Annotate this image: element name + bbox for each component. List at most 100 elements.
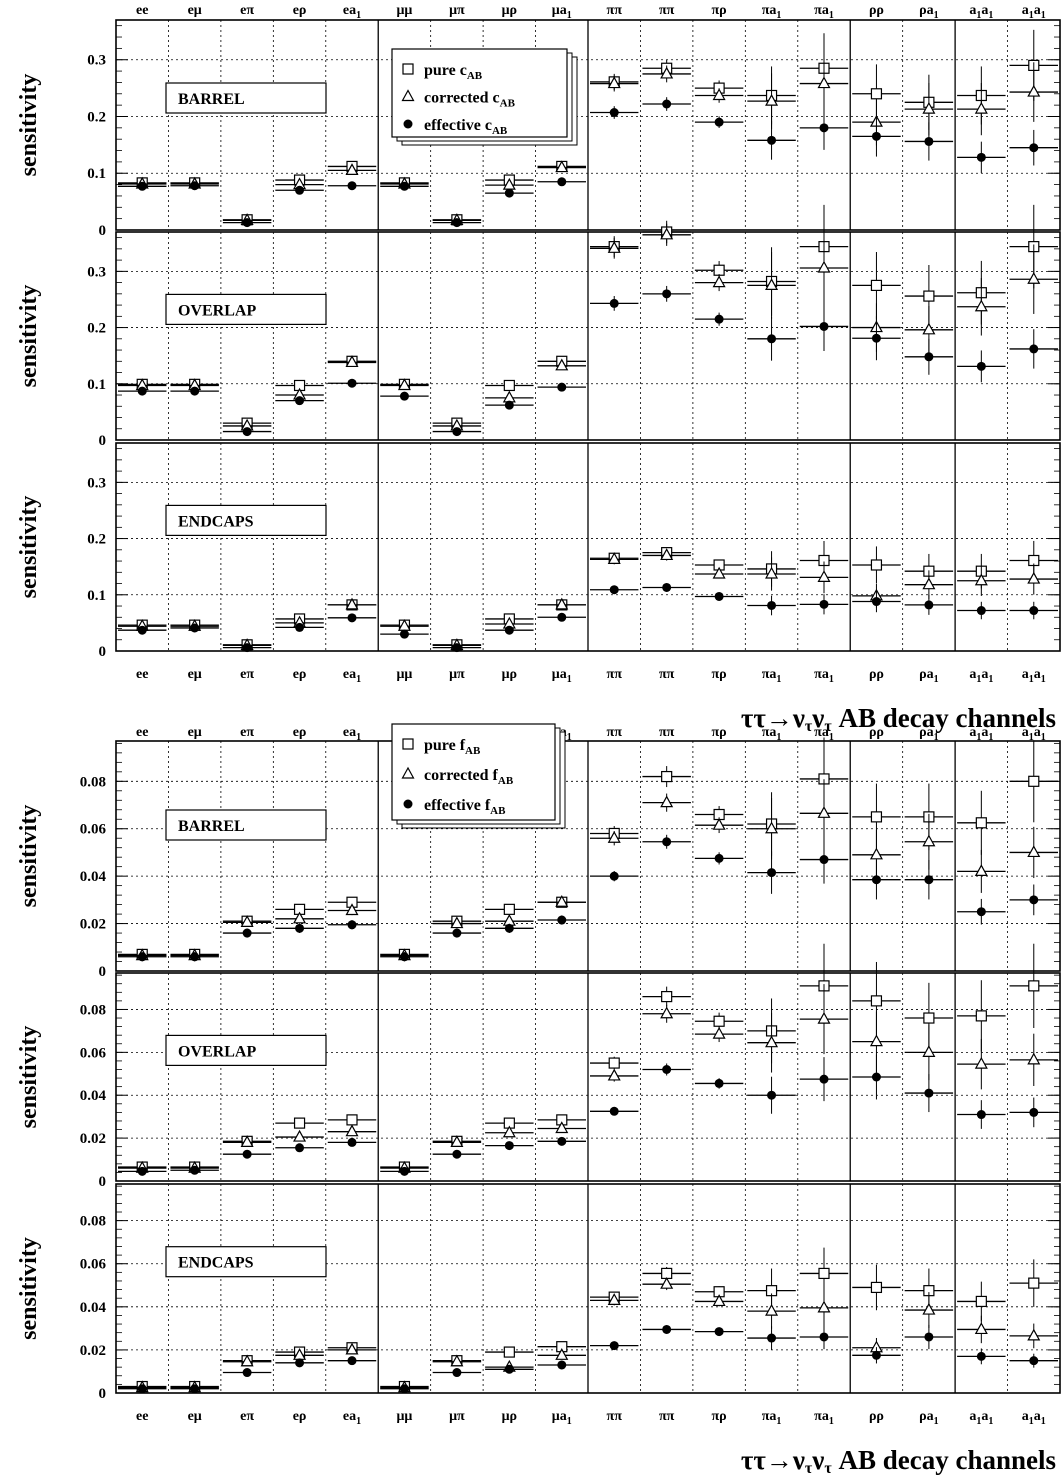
category-label: πa1: [814, 3, 834, 21]
category-label: πa1: [762, 1409, 782, 1427]
point-corrected: [607, 1068, 621, 1081]
panel-frame: [115, 740, 1061, 972]
category-label: eπ: [240, 725, 254, 740]
category-label: πa1: [762, 3, 782, 21]
legend-circle-icon: [403, 799, 413, 809]
point-corrected: [450, 916, 464, 929]
point-pure: [870, 995, 883, 1007]
point-pure: [661, 770, 673, 783]
legend-square-icon: [402, 63, 414, 75]
category-label: eπ: [240, 1409, 254, 1424]
point-corrected: [345, 1342, 359, 1355]
category-label: πρ: [712, 1409, 727, 1424]
point-corrected: [1027, 271, 1041, 284]
point-effective: [976, 1110, 986, 1120]
point-pure: [818, 1267, 830, 1280]
y-tick-label: 0.3: [87, 53, 106, 69]
category-label: ea1: [343, 1409, 361, 1427]
point-corrected: [345, 355, 359, 368]
category-label: ππ: [659, 667, 675, 682]
category-label: μμ: [397, 1409, 413, 1424]
point-effective: [347, 378, 357, 388]
y-tick-label: 0.2: [87, 109, 106, 125]
point-effective: [295, 1358, 305, 1368]
point-effective: [504, 400, 514, 410]
point-corrected: [1027, 84, 1041, 97]
point-effective: [452, 643, 462, 653]
point-pure: [1028, 1277, 1040, 1289]
point-effective: [871, 333, 881, 343]
point-effective: [557, 915, 567, 925]
point-pure: [713, 1015, 725, 1027]
y-tick-label: 0: [99, 1174, 107, 1190]
point-corrected: [450, 1354, 464, 1367]
y-tick-label: 0.3: [87, 264, 106, 280]
figure-2: ee eμ eπ eρ ea1 μμ μπ μρ μa1 ππ ππ πρ πa1 πa1 ρρ ρa1 a1a…: [16, 723, 1061, 1477]
point-effective: [662, 582, 672, 592]
point-effective: [662, 1324, 672, 1334]
y-tick-label: 0.04: [80, 1300, 107, 1316]
point-corrected: [974, 101, 988, 114]
region-label: OVERLAP: [178, 1043, 256, 1060]
point-corrected: [1027, 571, 1041, 584]
category-label: ρρ: [869, 725, 884, 740]
point-effective: [662, 1064, 672, 1074]
y-tick-label: 0.06: [80, 822, 107, 838]
point-effective: [190, 181, 200, 191]
point-corrected: [817, 1011, 831, 1024]
x-axis-label: ττ→ντντ AB decay channels: [741, 703, 1056, 735]
point-effective: [609, 108, 619, 118]
category-label: πρ: [712, 3, 727, 18]
point-effective: [767, 868, 777, 878]
category-label: a1a1: [969, 3, 993, 21]
point-corrected: [765, 1035, 779, 1048]
point-corrected: [555, 597, 569, 610]
y-tick-label: 0.3: [87, 475, 106, 491]
point-pure: [713, 264, 725, 276]
y-tick-label: 0.02: [80, 917, 106, 933]
point-corrected: [869, 847, 883, 860]
category-label: μμ: [397, 667, 413, 682]
point-effective: [871, 1072, 881, 1082]
y-tick-label: 0.02: [80, 1343, 106, 1359]
point-corrected: [974, 1056, 988, 1069]
point-effective: [399, 629, 409, 639]
point-corrected: [345, 597, 359, 610]
point-corrected: [922, 1302, 936, 1315]
point-effective: [609, 871, 619, 881]
point-effective: [452, 218, 462, 228]
point-effective: [871, 597, 881, 607]
point-effective: [242, 427, 252, 437]
category-label: ππ: [659, 1409, 675, 1424]
category-label: ee: [136, 3, 148, 18]
point-effective: [557, 382, 567, 392]
point-effective: [399, 952, 409, 962]
category-label: a1a1: [1022, 3, 1046, 21]
category-label: eρ: [293, 725, 307, 740]
point-effective: [924, 875, 934, 885]
point-corrected: [817, 570, 831, 582]
point-pure: [870, 559, 883, 571]
panel-frame: [115, 19, 1061, 231]
point-effective: [1029, 1107, 1039, 1117]
category-label: ππ: [607, 667, 623, 682]
point-corrected: [765, 278, 779, 291]
point-effective: [819, 599, 829, 609]
category-label: ea1: [343, 3, 361, 21]
point-effective: [767, 1333, 777, 1343]
point-effective: [1029, 895, 1039, 905]
region-label: ENDCAPS: [178, 1255, 254, 1272]
y-tick-label: 0.02: [80, 1131, 106, 1147]
category-label: πρ: [712, 725, 727, 740]
point-effective: [714, 853, 724, 863]
point-effective: [295, 923, 305, 933]
point-corrected: [293, 1129, 307, 1142]
legend-triangle-icon: [401, 766, 415, 779]
point-effective: [190, 386, 200, 396]
y-axis-label: sensitivity: [16, 805, 42, 908]
point-effective: [295, 622, 305, 632]
figure-1: ee eμ eπ eρ ea1 μμ μπ μρ μa1 ππ ππ πρ πa1 πa1 ρρ ρa1 a1a…: [16, 3, 1061, 735]
point-corrected: [712, 1026, 726, 1039]
point-effective: [399, 1384, 409, 1394]
region-box: [165, 1034, 327, 1067]
